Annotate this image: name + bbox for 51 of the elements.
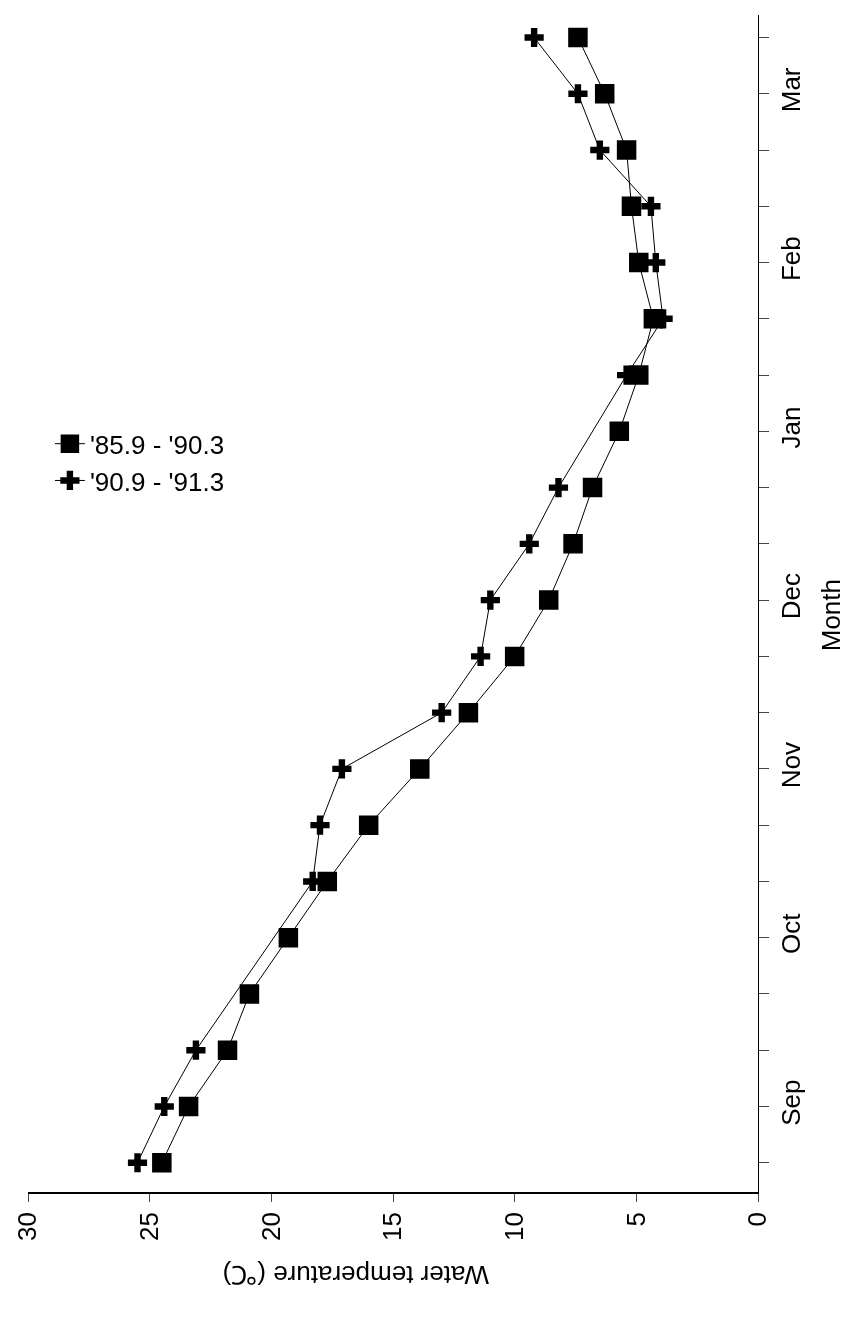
y-tick-label: Mar — [776, 67, 807, 113]
point — [504, 646, 525, 667]
point — [609, 421, 630, 442]
point — [152, 1152, 172, 1173]
y-tick-label: Jan — [776, 406, 807, 449]
point — [432, 703, 452, 723]
point — [217, 1040, 238, 1060]
point — [239, 984, 260, 1004]
point — [278, 927, 299, 948]
point — [641, 196, 661, 216]
point — [538, 590, 559, 610]
point — [410, 759, 430, 779]
x-tick-label: 10 — [499, 1212, 530, 1242]
point — [458, 702, 479, 723]
point — [186, 1040, 206, 1060]
point — [646, 252, 666, 273]
y-tick-label: Oct — [776, 912, 807, 955]
point — [621, 196, 642, 217]
point — [154, 1096, 174, 1117]
point — [471, 646, 491, 666]
legend-label: '90.9 - '91.3 — [89, 466, 225, 497]
point — [568, 84, 588, 104]
y-tick-label: Dec — [776, 573, 807, 620]
y-tick-label: Sep — [776, 1079, 807, 1126]
y-tick-label: Nov — [776, 741, 807, 789]
x-axis-title: Water temperature (℃) — [222, 1260, 489, 1291]
x-tick-label: 30 — [12, 1212, 43, 1242]
point — [178, 1096, 199, 1117]
x-tick-label: 15 — [377, 1212, 408, 1242]
point — [548, 478, 569, 498]
y-tick-label: Feb — [776, 236, 807, 282]
point — [310, 815, 330, 835]
point — [524, 27, 544, 48]
x-tick-label: 20 — [255, 1212, 286, 1242]
point — [332, 759, 352, 779]
point — [519, 534, 539, 554]
point — [616, 140, 637, 160]
x-tick-label: 25 — [134, 1212, 165, 1242]
point — [568, 27, 588, 48]
x-tick-label: 5 — [620, 1212, 651, 1227]
legend-label: '85.9 - '90.3 — [89, 429, 225, 460]
y-axis-title: Month — [815, 579, 846, 652]
point — [582, 477, 603, 498]
point — [563, 534, 583, 554]
point — [127, 1153, 148, 1173]
x-tick-label: 0 — [742, 1212, 773, 1227]
point — [594, 84, 615, 104]
point — [358, 815, 379, 835]
point — [590, 140, 610, 160]
point — [629, 252, 649, 273]
point — [480, 590, 500, 610]
